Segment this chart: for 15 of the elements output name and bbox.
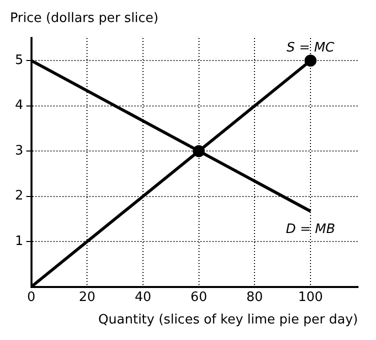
x-tick-label: 0 (27, 290, 36, 305)
series-label: D = MB (286, 222, 336, 238)
y-tick-label: 5 (14, 52, 24, 68)
x-tick-label: 20 (78, 290, 96, 305)
x-tick-label: 60 (190, 290, 208, 305)
y-tick-label: 2 (14, 188, 24, 204)
y-axis-title: Price (dollars per slice) (10, 10, 159, 26)
y-tick-label: 4 (14, 98, 24, 114)
series-label: S = MC (286, 40, 336, 56)
y-tick-label: 1 (14, 234, 24, 249)
y-tick-label: 3 (14, 143, 24, 158)
x-tick-label: 80 (246, 290, 263, 305)
x-tick-label: 100 (298, 290, 323, 305)
x-axis-title: Quantity (slices of key lime pie per day) (98, 312, 358, 328)
x-tick-label: 40 (134, 290, 152, 305)
